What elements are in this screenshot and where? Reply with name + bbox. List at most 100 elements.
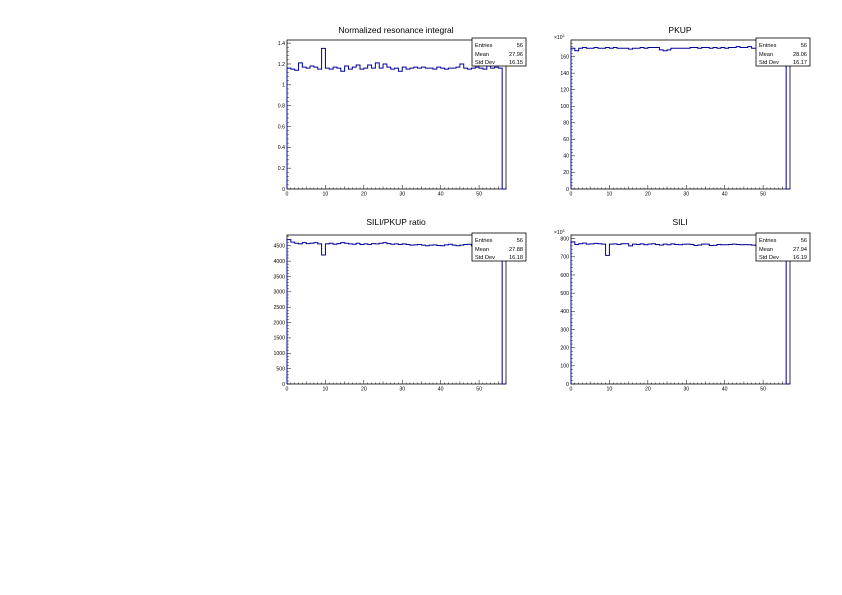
stats-box-frame (755, 232, 811, 262)
stats-entries-label: Entries (759, 238, 777, 244)
x-tick-label: 20 (645, 192, 651, 198)
y-tick-label: 300 (560, 327, 569, 333)
stats-std-label: Std Dev (759, 255, 779, 261)
stats-std-value: 16.17 (793, 60, 807, 66)
stats-box: Entries 56 Mean 27.88 Std Dev 16.18 (471, 232, 527, 262)
y-tick-label: 1.4 (278, 41, 285, 47)
chart-panel-sili-pkup-ratio: SILI/PKUP ratio (366, 217, 426, 227)
stats-entries-label: Entries (475, 43, 493, 49)
histogram-plot-3: 0 10 20 30 40 5005001000150020002500300035004… (273, 234, 507, 393)
x-tick-label: 30 (399, 192, 405, 198)
x-tick-label: 10 (323, 192, 329, 198)
y-tick-label: 800 (560, 236, 569, 242)
x-tick-label: 30 (399, 387, 405, 393)
y-tick-label: 40 (563, 154, 569, 160)
chart-title: SILI/PKUP ratio (366, 217, 426, 227)
y-tick-label: 2000 (273, 320, 285, 326)
x-tick-label: 50 (760, 192, 766, 198)
stats-mean-label: Mean (759, 247, 773, 253)
y-tick-label: 160 (560, 54, 569, 60)
y-tick-label: 0 (282, 187, 285, 193)
y-tick-label: 1.2 (278, 62, 285, 68)
y-tick-label: 100 (560, 104, 569, 110)
x-tick-label: 40 (438, 192, 444, 198)
y-tick-label: 140 (560, 71, 569, 77)
histogram-plot-2: 0 10 20 30 40 50 0 20 40 60 80 100 120 140 160 ×103 (554, 34, 791, 198)
x-tick-label: 0 (570, 387, 573, 393)
y-tick-label: 100 (560, 364, 569, 370)
stats-entries-value: 56 (801, 43, 807, 49)
x-tick-label: 10 (607, 192, 613, 198)
x-tick-label: 20 (645, 387, 651, 393)
x-tick-label: 10 (323, 387, 329, 393)
y-tick-label: 0.6 (278, 124, 285, 130)
chart-panel-pkup: PKUP (668, 25, 691, 35)
histogram-series (286, 239, 506, 385)
stats-std-value: 16.15 (509, 60, 523, 66)
y-tick-label: 500 (276, 366, 285, 372)
stats-std-value: 16.18 (509, 255, 523, 261)
y-tick-label: 4500 (273, 244, 285, 250)
y-axis-multiplier: ×103 (554, 34, 564, 41)
y-tick-label: 1500 (273, 336, 285, 342)
x-tick-label: 0 (286, 387, 289, 393)
y-tick-label: 1000 (273, 351, 285, 357)
stats-entries-value: 56 (517, 238, 523, 244)
y-tick-label: 4000 (273, 259, 285, 265)
stats-std-label: Std Dev (475, 60, 495, 66)
stats-box: Entries 56 Mean 28.06 Std Dev 16.17 (755, 37, 811, 67)
y-tick-label: 20 (563, 170, 569, 176)
y-tick-label: 200 (560, 345, 569, 351)
stats-box-frame (471, 232, 527, 262)
y-tick-label: 60 (563, 137, 569, 143)
x-tick-label: 20 (361, 387, 367, 393)
stats-std-label: Std Dev (759, 60, 779, 66)
stats-mean-value: 27.96 (509, 52, 523, 58)
stats-std-value: 16.19 (793, 255, 807, 261)
histogram-series (570, 241, 790, 385)
stats-std-label: Std Dev (475, 255, 495, 261)
histogram-series (286, 47, 506, 190)
y-tick-label: 1 (282, 83, 285, 89)
x-tick-label: 40 (722, 192, 728, 198)
stats-box-frame (471, 37, 527, 67)
stats-mean-value: 28.06 (793, 52, 807, 58)
stats-box: Entries 56 Mean 27.94 Std Dev 16.19 (755, 232, 811, 262)
y-tick-label: 0.2 (278, 166, 285, 172)
y-tick-label: 0.4 (278, 145, 285, 151)
stats-entries-label: Entries (475, 238, 493, 244)
stats-entries-label: Entries (759, 43, 777, 49)
stats-mean-value: 27.88 (509, 247, 523, 253)
stats-mean-label: Mean (759, 52, 773, 58)
stats-entries-value: 56 (517, 43, 523, 49)
y-tick-label: 0 (566, 382, 569, 388)
y-tick-label: 600 (560, 273, 569, 279)
y-tick-label: 3500 (273, 274, 285, 280)
y-axis-multiplier: ×103 (554, 229, 564, 236)
chart-title: SILI (672, 217, 687, 227)
x-tick-label: 0 (286, 192, 289, 198)
stats-entries-value: 56 (801, 238, 807, 244)
x-tick-label: 20 (361, 192, 367, 198)
stats-mean-label: Mean (475, 247, 489, 253)
y-tick-label: 2500 (273, 305, 285, 311)
stats-box: Entries 56 Mean 27.96 Std Dev 16.15 (471, 37, 527, 67)
y-tick-label: 500 (560, 291, 569, 297)
histogram-plot-1: 0 10 20 30 40 50 0 0.2 0.4 0.6 0.8 1 1.2 1.4 (278, 39, 507, 198)
chart-panel-sili: SILI (672, 217, 687, 227)
y-tick-label: 700 (560, 255, 569, 261)
y-tick-label: 3000 (273, 290, 285, 296)
stats-mean-value: 27.94 (793, 247, 807, 253)
stats-mean-label: Mean (475, 52, 489, 58)
y-tick-label: 120 (560, 87, 569, 93)
y-tick-label: 80 (563, 121, 569, 127)
x-tick-label: 40 (438, 387, 444, 393)
y-tick-label: 0.8 (278, 103, 285, 109)
y-tick-label: 400 (560, 309, 569, 315)
x-tick-label: 50 (476, 387, 482, 393)
x-tick-label: 0 (570, 192, 573, 198)
x-tick-label: 30 (683, 387, 689, 393)
